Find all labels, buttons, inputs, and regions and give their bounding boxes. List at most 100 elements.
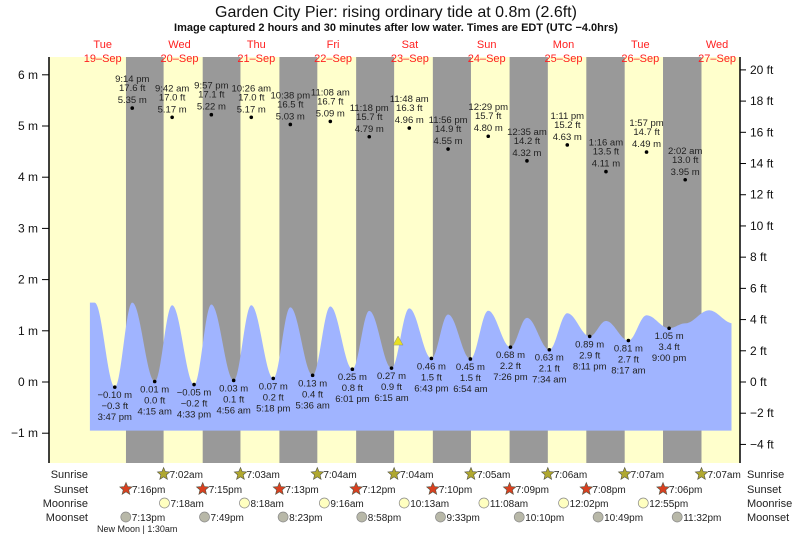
day-label-date: 21–Sep (237, 53, 275, 65)
high-tide-m: 4.96 m (395, 115, 424, 126)
low-tide-point (429, 356, 434, 361)
high-tide-point (486, 134, 491, 139)
high-tide-ft: 16.3 ft (396, 103, 423, 114)
low-tide-time: 8:11 pm (573, 361, 607, 372)
high-tide-point (328, 119, 333, 124)
high-tide-ft: 15.7 ft (475, 111, 502, 122)
sunrise-time: 7:07am (631, 470, 664, 481)
high-tide-m: 4.49 m (632, 139, 661, 150)
right-tick-label: 14 ft (750, 157, 774, 171)
low-tide-time: 6:54 am (453, 384, 487, 395)
moonset-icon (356, 511, 368, 523)
high-tide-point (644, 150, 649, 154)
sunset-icon (119, 481, 133, 495)
sunset-icon (195, 481, 210, 495)
low-tide-time: 3:47 pm (98, 412, 132, 423)
day-label-date: 22–Sep (314, 53, 352, 65)
low-tide-point (231, 378, 236, 383)
day-label-date: 27–Sep (698, 53, 736, 65)
sunrise-time: 7:07am (707, 470, 740, 481)
high-tide-m: 3.95 m (671, 167, 700, 178)
high-tide-time: 11:56 pm (429, 115, 468, 126)
low-tide-ft: 0.8 ft (342, 383, 363, 394)
low-tide-time: 6:01 pm (335, 394, 369, 405)
low-tide-m: 0.46 m (417, 361, 446, 372)
high-tide-m: 5.35 m (118, 95, 147, 106)
sunset-icon (502, 481, 517, 495)
right-tick-label: 4 ft (750, 313, 767, 327)
high-tide-time: 1:16 am (589, 138, 623, 149)
high-tide-point (565, 143, 570, 147)
high-tide-m: 5.03 m (276, 111, 305, 122)
high-tide-time: 9:57 pm (194, 81, 228, 92)
low-tide-point (112, 385, 117, 389)
tide-curve (89, 302, 732, 431)
day-label-dow: Sat (402, 39, 419, 51)
moonset-time: 9:33pm (446, 513, 479, 524)
moonrise-time: 8:18am (250, 499, 283, 510)
low-tide-time: 4:15 am (138, 406, 172, 417)
moonset-time: 11:32pm (683, 513, 721, 524)
low-tide-m: 0.07 m (259, 381, 288, 392)
sunrise-icon (464, 466, 478, 480)
high-tide-point (249, 115, 254, 120)
moonrise-row-label: Moonrise (43, 498, 88, 510)
low-tide-m: 0.01 m (140, 384, 169, 395)
low-tide-m: 1.05 m (655, 331, 684, 342)
right-tick-label: −2 ft (750, 406, 774, 420)
moonrise-time: 11:08am (490, 499, 528, 510)
low-tide-m: 0.25 m (338, 372, 367, 383)
left-tick-label: 0 m (18, 375, 38, 389)
low-tide-point (468, 357, 473, 361)
low-tide-point (192, 382, 196, 387)
high-tide-ft: 16.7 ft (317, 96, 344, 107)
low-tide-time: 8:17 am (611, 366, 645, 377)
low-tide-point (626, 338, 631, 343)
day-label-date: 25–Sep (545, 53, 583, 65)
sunset-time: 7:06pm (669, 485, 702, 496)
sunrise-time: 7:02am (170, 470, 203, 481)
low-tide-time: 4:56 am (217, 405, 251, 416)
low-tide-m: 0.63 m (535, 353, 564, 364)
low-tide-ft: −0.2 ft (181, 399, 208, 410)
right-tick-label: 2 ft (750, 344, 767, 358)
moonrise-time: 9:16am (330, 499, 363, 510)
high-tide-time: 12:29 pm (468, 102, 508, 113)
low-tide-ft: 2.2 ft (500, 361, 521, 372)
sunset-icon (349, 481, 364, 495)
moonset-icon (277, 511, 289, 523)
low-tide-point (667, 326, 671, 331)
moonset-time: 8:58pm (368, 513, 401, 524)
moonset-row-label-right: Moonset (747, 512, 789, 524)
low-tide-m: 0.03 m (219, 383, 248, 394)
tide-area (89, 302, 732, 431)
sunset-time: 7:12pm (362, 485, 395, 496)
sunset-icon (425, 481, 440, 495)
sun-moon-rows: Sunrise Sunrise 7:02am 7:03am 7:04am 7:04am 7:… (43, 466, 792, 524)
low-tide-point (587, 334, 592, 339)
moonrise-time: 7:18am (170, 499, 203, 510)
low-tide-point (508, 345, 513, 349)
high-tide-time: 11:48 am (390, 94, 429, 105)
high-tide-time: 9:14 pm (115, 74, 149, 85)
high-tide-point (604, 169, 608, 174)
tide-labels: 5.35 m17.6 ft9:14 pm5.17 m17.0 ft9:42 am… (97, 74, 702, 423)
sunrise-icon (310, 466, 325, 480)
low-tide-point (350, 367, 355, 372)
moonset-row-label: Moonset (46, 512, 88, 524)
left-tick-label: 3 m (18, 221, 38, 235)
low-tide-time: 6:15 am (374, 393, 408, 404)
high-tide-time: 11:18 pm (350, 103, 389, 114)
moonrise-icon (637, 497, 649, 509)
low-tide-ft: −0.3 ft (101, 401, 128, 412)
sunrise-icon (156, 466, 171, 480)
day-label-date: 24–Sep (468, 53, 506, 65)
moonrise-time: 10:13am (410, 499, 449, 510)
low-tide-ft: 2.1 ft (539, 364, 560, 375)
sunset-time: 7:09pm (516, 485, 549, 496)
high-tide-m: 5.17 m (237, 104, 266, 115)
day-label-dow: Tue (631, 39, 650, 51)
low-tide-m: 0.68 m (496, 350, 525, 361)
low-tide-m: 0.89 m (575, 339, 604, 350)
day-label-dow: Wed (706, 39, 728, 51)
